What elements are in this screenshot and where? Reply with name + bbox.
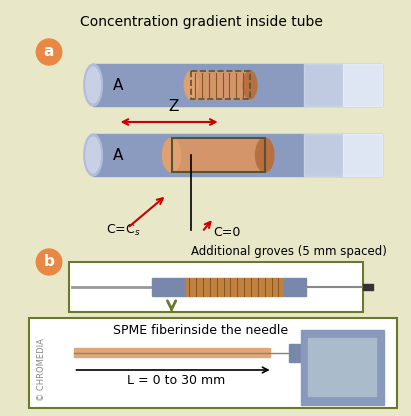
Bar [304,64,382,106]
Ellipse shape [86,67,100,103]
Text: A: A [113,77,123,92]
Bar [171,138,265,172]
Bar [304,134,382,176]
Text: A: A [113,148,123,163]
Text: b: b [44,255,55,270]
Bar [301,330,384,405]
Bar [343,64,382,106]
Ellipse shape [162,138,181,172]
Text: C=0: C=0 [214,225,241,238]
Bar [152,278,186,296]
Ellipse shape [84,64,102,106]
Ellipse shape [184,71,198,99]
Bar [284,278,306,296]
Text: L = 0 to 30 mm: L = 0 to 30 mm [127,374,226,387]
Ellipse shape [256,138,274,172]
Bar [308,338,376,396]
Text: Z: Z [169,99,179,114]
Bar [93,134,382,176]
Bar [191,71,250,99]
Bar [93,64,382,106]
Bar [289,344,301,362]
FancyBboxPatch shape [30,318,397,408]
Text: SPME fiberinside the needle: SPME fiberinside the needle [113,324,288,337]
Text: C=C$_s$: C=C$_s$ [106,223,140,238]
Text: Concentration gradient inside tube: Concentration gradient inside tube [80,15,322,29]
Ellipse shape [243,71,257,99]
Circle shape [36,39,62,65]
Circle shape [36,249,62,275]
FancyBboxPatch shape [69,262,363,312]
Bar [74,348,270,357]
Bar [171,138,265,172]
Text: a: a [44,45,54,59]
Bar [191,71,250,99]
Text: Additional groves (5 mm spaced): Additional groves (5 mm spaced) [191,245,387,258]
Bar [363,284,372,290]
Bar [186,278,284,296]
Text: © CHROMEDIA: © CHROMEDIA [37,339,46,401]
Ellipse shape [86,137,100,173]
Bar [343,134,382,176]
Ellipse shape [84,134,102,176]
